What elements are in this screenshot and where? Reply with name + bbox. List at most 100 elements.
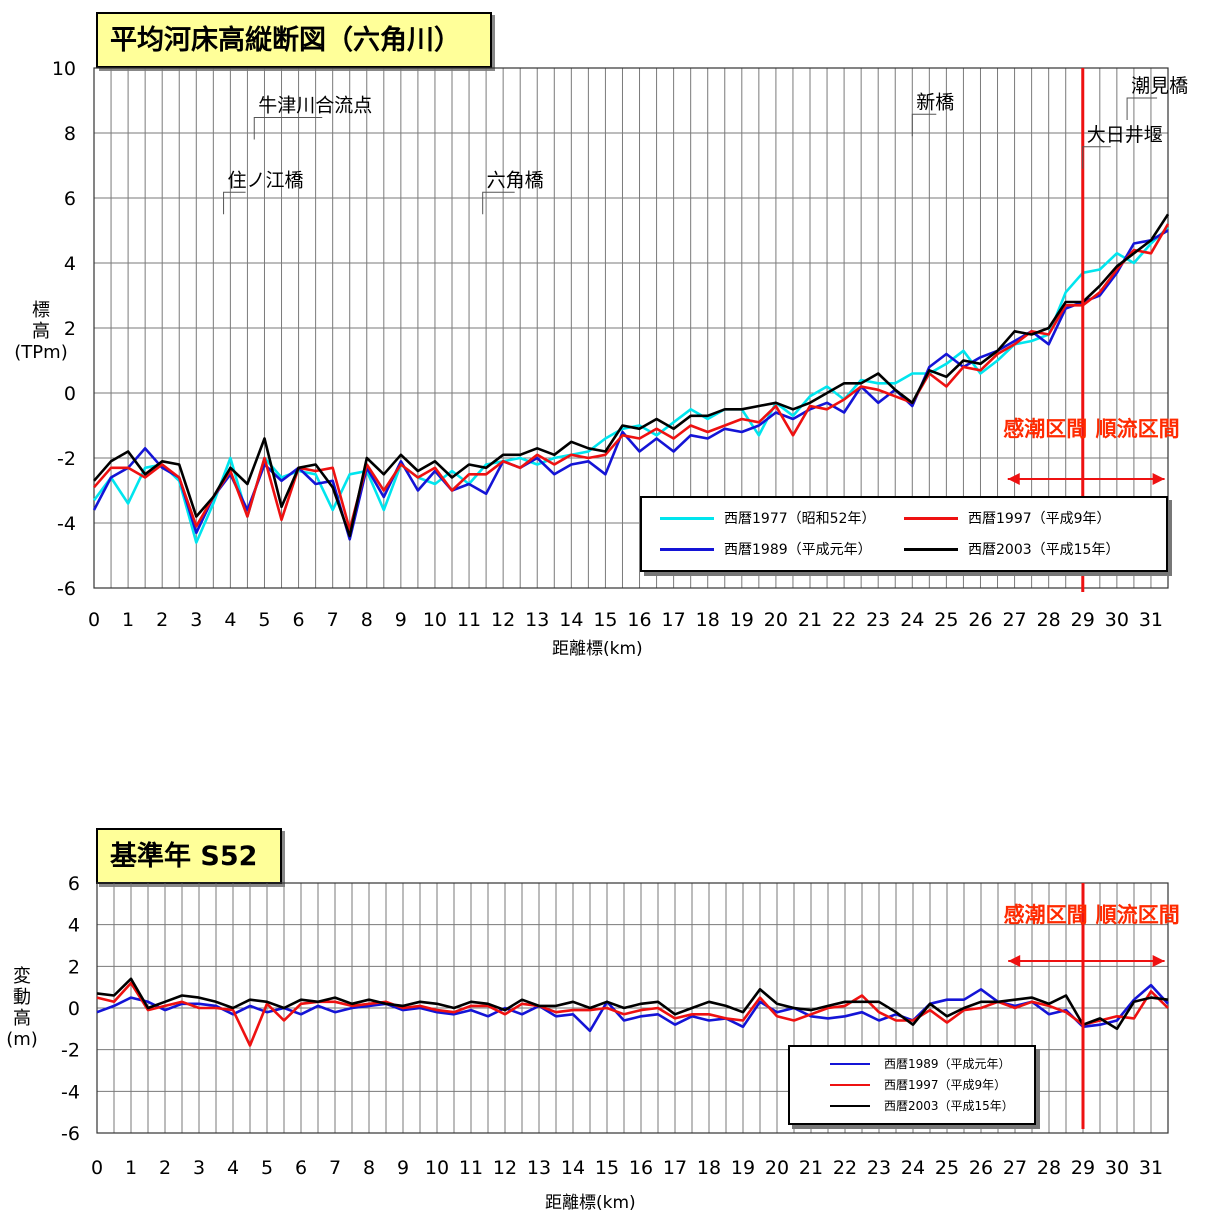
legend-item: 西暦1997（平成9年） [904,508,1111,528]
chart1-ylabel-line: 高 [32,321,50,342]
chart1-ylabel-line: (TPm) [14,342,68,363]
region-label: 感潮区間 [1004,903,1088,927]
chart1-ylabel: 標 高 (TPm) [12,300,70,363]
x-tick-label: 18 [696,609,720,631]
x-tick-label: 23 [867,1157,891,1179]
chart1-ylabel-line: 標 [32,300,50,321]
annotation-leader [482,191,515,215]
x-tick-label: 8 [363,1157,375,1179]
legend-swatch [660,516,714,520]
x-tick-label: 22 [833,1157,857,1179]
x-tick-label: 22 [832,609,856,631]
x-tick-label: 27 [1003,1157,1027,1179]
y-tick-label: -4 [61,1081,80,1103]
x-tick-label: 15 [593,609,617,631]
x-tick-label: 4 [227,1157,239,1179]
x-tick-label: 31 [1139,1157,1163,1179]
chart1-xlabel: 距離標(km) [552,639,643,659]
legend-item: 西暦1977（昭和52年） [660,508,875,528]
x-tick-label: 7 [327,609,339,631]
y-tick-label: 0 [68,998,80,1020]
legend-label: 西暦2003（平成15年） [884,1099,1014,1113]
annotation-leader [1126,97,1158,120]
region-arrow-head [1008,955,1021,967]
legend-label: 西暦2003（平成15年） [968,542,1120,558]
x-tick-label: 19 [730,609,754,631]
y-tick-label: 0 [64,383,76,405]
x-tick-label: 27 [1002,609,1026,631]
x-tick-label: 4 [224,609,236,631]
legend-swatch [830,1104,870,1107]
x-tick-label: 13 [527,1157,551,1179]
legend-item: 西暦1989（平成元年） [660,539,872,559]
x-tick-label: 25 [934,609,958,631]
chart2-ylabel-line: 動 [13,987,31,1008]
x-tick-label: 14 [561,1157,585,1179]
x-tick-label: 17 [662,609,686,631]
legend-swatch [904,516,958,520]
annotation-leader [223,191,246,215]
series-line-4 [93,213,1170,538]
chart2-ylabel-line: 変 [13,966,31,987]
annotation-label: 牛津川合流点 [258,95,372,117]
x-tick-label: 30 [1105,1157,1129,1179]
x-tick-label: 12 [493,1157,517,1179]
x-tick-label: 6 [293,609,305,631]
region-label: 感潮区間 [1003,417,1087,441]
x-tick-label: 18 [697,1157,721,1179]
y-tick-label: -6 [61,1123,80,1145]
x-tick-label: 28 [1037,1157,1061,1179]
series-line-3 [93,223,1170,531]
annotation-label: 新橋 [916,91,954,113]
annotation-label: 住ノ江橋 [228,169,304,191]
x-tick-label: 20 [765,1157,789,1179]
region-label: 順流区間 [1096,903,1180,927]
y-tick-label: -6 [57,578,76,600]
chart2-ylabel: 変 動 高 (m) [6,966,38,1050]
legend-swatch [904,547,958,551]
x-tick-label: 8 [361,609,373,631]
x-tick-label: 14 [559,609,583,631]
legend-item: 西暦2003（平成15年） [830,1097,1014,1114]
chart2-ylabel-line: (m) [6,1029,38,1050]
y-tick-label: 2 [64,318,76,340]
legend-label: 西暦1977（昭和52年） [724,511,876,527]
y-tick-label: 4 [68,915,80,937]
x-tick-label: 17 [663,1157,687,1179]
x-tick-label: 11 [459,1157,483,1179]
chart2-ylabel-line: 高 [13,1008,31,1029]
x-tick-label: 12 [491,609,515,631]
chart2-legend: 西暦1989（平成元年） 西暦1997（平成9年） 西暦2003（平成15年） [788,1045,1036,1125]
y-tick-label: -4 [57,513,76,535]
x-tick-label: 6 [295,1157,307,1179]
x-tick-label: 2 [156,609,168,631]
annotation-leader [253,117,323,140]
series-line-1 [96,983,1169,1033]
x-tick-label: 29 [1071,609,1095,631]
x-tick-label: 10 [425,1157,449,1179]
x-tick-label: 16 [627,609,651,631]
x-tick-label: 5 [261,1157,273,1179]
x-tick-label: 21 [798,609,822,631]
series-line-3 [96,977,1169,1031]
annotation-label: 六角橋 [487,169,544,191]
x-tick-label: 29 [1071,1157,1095,1179]
legend-swatch [830,1062,870,1065]
chart2-title: 基準年 S52 [96,828,282,884]
x-tick-label: 13 [525,609,549,631]
x-tick-label: 1 [122,609,134,631]
x-tick-label: 26 [968,609,992,631]
region-label: 順流区間 [1096,417,1180,441]
x-tick-label: 16 [629,1157,653,1179]
legend-label: 西暦1989（平成元年） [724,542,872,558]
x-tick-label: 24 [900,609,924,631]
legend-label: 西暦1997（平成9年） [884,1078,1007,1092]
y-tick-label: 2 [68,956,80,978]
x-tick-label: 30 [1105,609,1129,631]
chart2-xlabel: 距離標(km) [545,1193,636,1213]
x-tick-label: 7 [329,1157,341,1179]
y-tick-label: 10 [52,58,76,80]
series-line-2 [96,981,1169,1047]
chart1-title: 平均河床高縦断図（六角川） [96,12,492,68]
legend-swatch [660,547,714,551]
